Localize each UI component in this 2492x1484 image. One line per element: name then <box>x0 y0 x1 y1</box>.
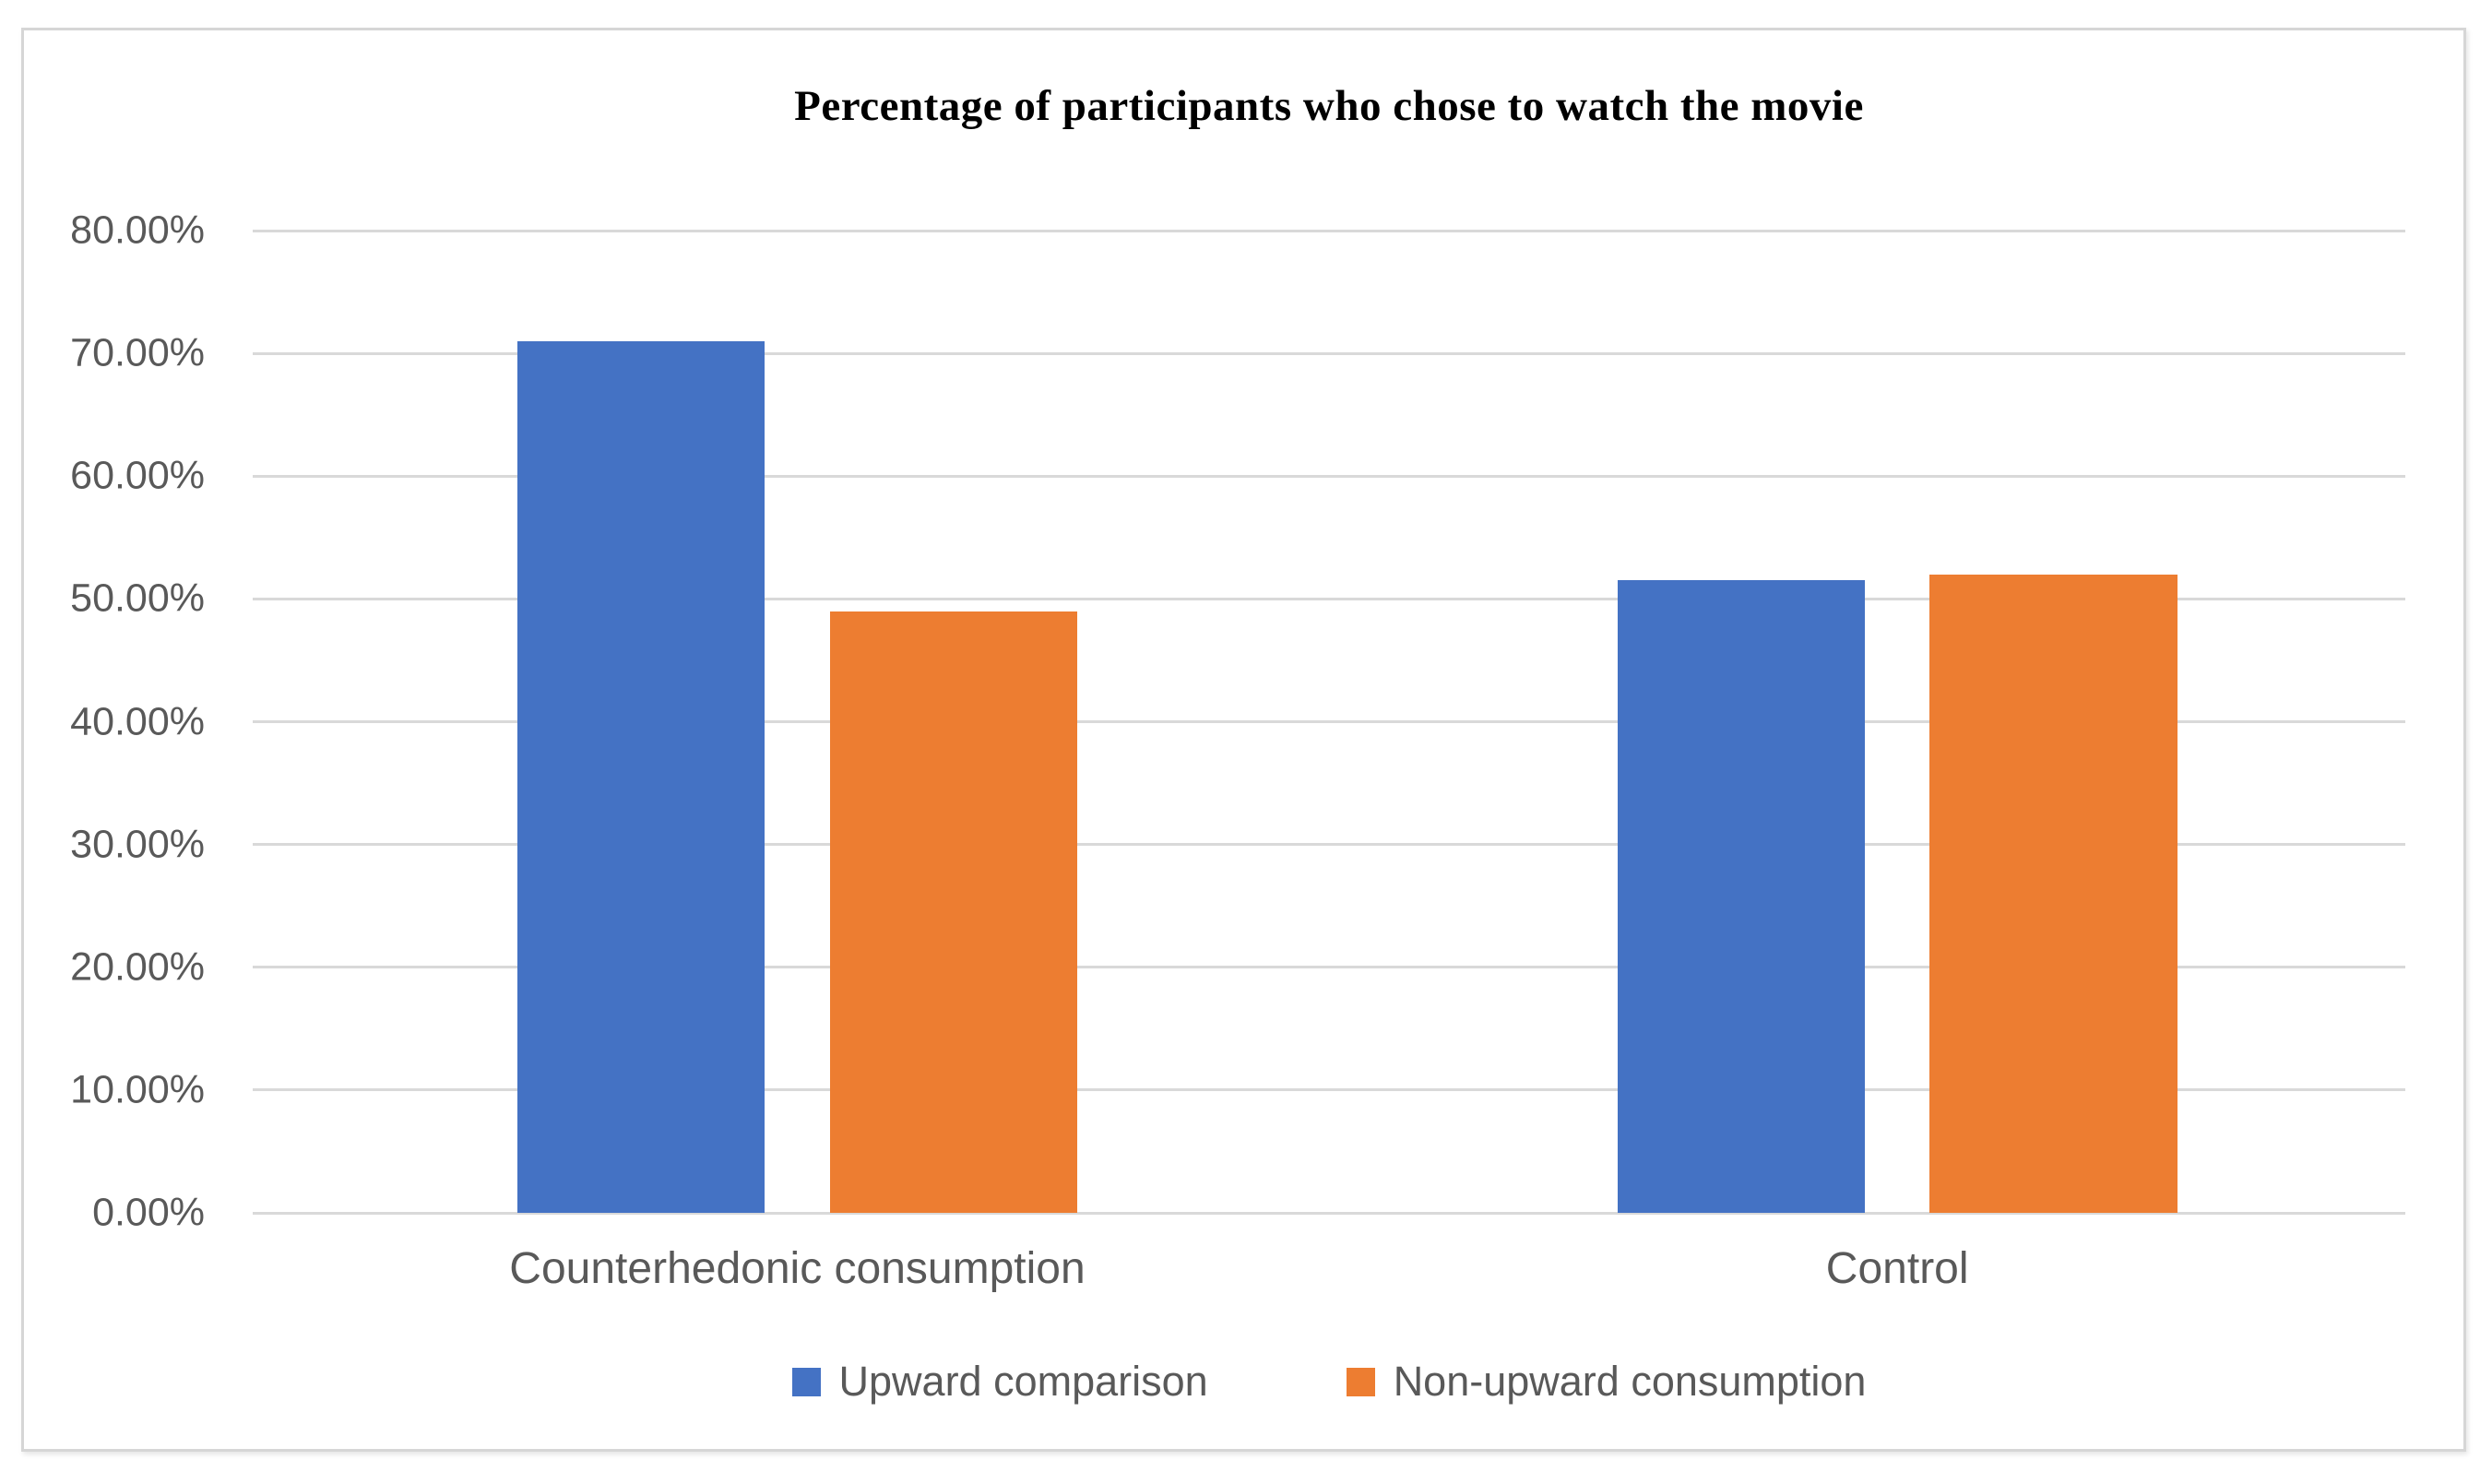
bar-non-upward-consumption-0 <box>829 611 1077 1213</box>
legend-label: Non-upward consumption <box>1393 1358 1867 1405</box>
y-tick-label: 10.00% <box>70 1067 205 1112</box>
bar-non-upward-consumption-1 <box>1929 574 2178 1213</box>
y-tick-label: 40.00% <box>70 699 205 743</box>
chart-title: Percentage of participants who chose to … <box>794 82 1864 130</box>
x-axis: Counterhedonic consumption Control <box>253 1243 2405 1308</box>
gridline <box>253 474 2405 478</box>
gridline <box>253 351 2405 355</box>
x-category-label: Counterhedonic consumption <box>509 1244 1086 1293</box>
y-tick-label: 50.00% <box>70 576 205 621</box>
legend-item: Upward comparison <box>791 1358 1208 1406</box>
bar-upward-comparison-1 <box>1617 580 1866 1213</box>
gridline <box>253 720 2405 723</box>
y-tick-label: 70.00% <box>70 330 205 375</box>
y-tick-label: 60.00% <box>70 453 205 498</box>
y-tick-label: 30.00% <box>70 822 205 867</box>
gridline <box>253 1211 2405 1215</box>
gridline <box>253 966 2405 969</box>
y-axis: 0.00% 10.00% 20.00% 30.00% 40.00% 50.00% 60.00… <box>37 210 205 1232</box>
legend-item: Non-upward consumption <box>1346 1358 1867 1406</box>
legend-label: Upward comparison <box>838 1358 1208 1405</box>
y-tick-label: 20.00% <box>70 944 205 990</box>
gridline <box>253 843 2405 847</box>
gridline <box>253 597 2405 600</box>
bar-upward-comparison-0 <box>517 340 765 1213</box>
gridline <box>253 229 2405 232</box>
plot-area <box>253 229 2405 1215</box>
y-tick-label: 80.00% <box>70 208 205 253</box>
legend: Upward comparison Non-upward consumption <box>253 1358 2405 1406</box>
legend-swatch-icon <box>791 1367 821 1396</box>
x-category-label: Control <box>1825 1244 1969 1293</box>
y-tick-label: 0.00% <box>92 1190 205 1235</box>
gridline <box>253 1088 2405 1092</box>
legend-swatch-icon <box>1346 1367 1375 1396</box>
